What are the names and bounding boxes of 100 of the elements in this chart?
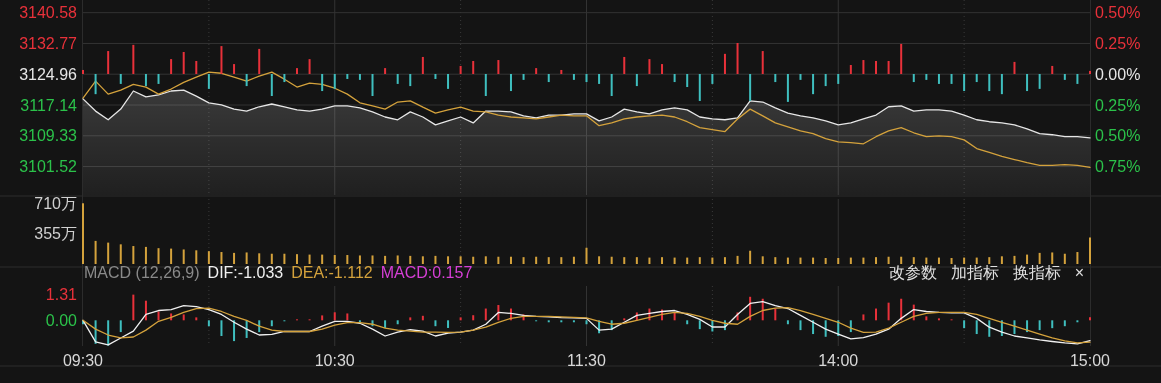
bar [900,256,903,264]
bar [295,254,298,264]
bar [849,65,852,74]
bar [182,249,185,264]
bar [396,320,399,325]
bar [963,320,966,329]
bar [698,257,701,264]
bar [736,255,739,264]
bar [384,68,387,74]
bar [975,320,978,335]
bar [497,60,500,74]
y-tick-label: 3140.58 [19,4,78,22]
bar [358,255,361,264]
bar [950,258,953,264]
bar [144,74,147,87]
bar [610,74,613,97]
y-tick-label: 3124.96 [19,65,78,83]
bar [1000,256,1003,264]
y2-tick-label: 0.50% [1095,4,1141,22]
bar [774,308,777,321]
bar [1089,317,1091,321]
bar [535,256,538,264]
bar [195,250,198,264]
bar [774,257,777,264]
bar [195,60,198,74]
bar [308,254,311,264]
bar [1076,74,1079,84]
y-tick-label: 3109.33 [19,127,78,145]
bar [421,256,424,264]
x-tick-label: 10:30 [314,351,355,369]
bar [207,74,210,89]
bar [245,252,248,264]
bar [107,242,110,264]
bar [1063,253,1066,264]
bar [925,316,928,321]
bar [484,74,487,97]
bar [623,257,626,264]
bar [560,257,563,264]
bar [925,74,928,80]
bar [862,257,865,264]
bar [761,51,764,74]
bar [119,74,122,84]
bar [711,74,714,84]
bar [1089,70,1091,74]
bar [82,69,84,74]
bar [207,251,210,264]
bar [812,257,815,264]
bar [862,314,865,321]
bar [963,74,966,92]
bar [497,256,500,264]
bar [786,257,789,264]
bar [1089,237,1091,264]
bar [635,257,638,264]
chart-title: MACD (12,26,9) [84,263,200,281]
bar [686,320,689,325]
y-tick-label: 3101.52 [19,158,78,176]
bar [132,246,135,264]
bar [144,246,147,264]
annotation: 换指标 [1012,263,1061,281]
bar [245,74,248,87]
bar [220,46,223,74]
y-tick-label: 3117.14 [20,96,78,114]
bar [1000,74,1003,95]
bar [673,257,676,264]
bar [195,317,198,321]
bar [170,59,173,74]
bar [975,74,978,83]
bar [472,60,475,74]
bar [459,65,462,74]
bar [837,74,840,84]
bar [849,257,852,264]
bar [447,256,450,264]
bar [1051,252,1054,264]
bar [509,74,512,92]
x-tick-label: 14:00 [818,351,859,369]
bar [157,74,160,84]
bar [547,257,550,264]
bar [963,257,966,264]
bar [799,320,802,331]
bar [1063,320,1066,327]
bar [396,255,399,264]
bar [1013,255,1016,264]
y-tick-label: 710万 [34,194,77,212]
bar [799,257,802,264]
bar [1038,252,1041,264]
bar [321,254,324,264]
bar [937,74,940,84]
bar [258,253,261,264]
bar [182,51,185,74]
bar [207,320,210,327]
bar [925,257,928,264]
bar [635,74,638,87]
annotation: 改参数 [888,263,937,281]
bar [484,308,487,321]
text: DEA:-1.112 [291,263,373,281]
bar [333,255,336,264]
bar [988,320,991,337]
y2-tick-label: 0.75% [1095,158,1141,176]
bar [585,320,588,325]
x-tick-label: 15:00 [1069,351,1111,369]
